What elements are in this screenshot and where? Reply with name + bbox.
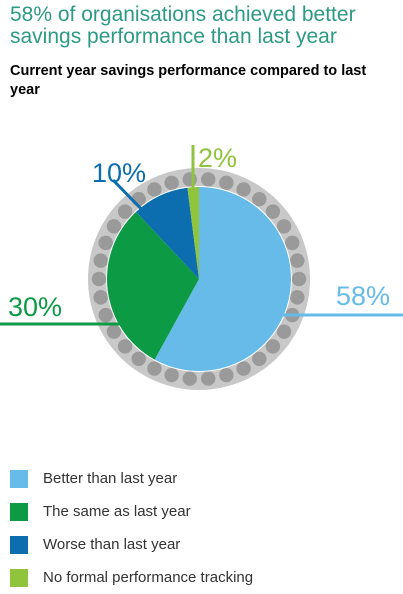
ring-dot [290,253,305,268]
ring-dot [106,219,122,234]
ring-dot [147,182,162,197]
chart-subtitle: Current year savings performance compare… [10,63,367,98]
ring-dot [147,361,162,376]
legend-swatch-better [10,469,28,488]
ring-dot [182,371,197,386]
ring-dot [265,339,281,354]
pie-slice-0 [154,187,291,371]
ring-dot [252,191,267,207]
ring-dot [164,175,179,191]
legend-label-same: The same as last year [43,503,191,520]
legend-swatch-no-tracking [10,568,28,587]
legend-item-no-tracking: No formal performance tracking [10,561,253,594]
ring-dot [164,367,179,383]
ring-dot [252,351,267,367]
ring-dot [276,324,292,339]
data-label-2: 10% [92,158,146,188]
ring-dot [285,235,300,251]
legend-label-better: Better than last year [43,470,178,487]
legend-swatch-worse [10,535,28,554]
pie-slice-2 [136,187,199,279]
ring-dot [117,204,133,219]
legend-label-worse: Worse than last year [43,536,181,553]
leader-line-2 [111,178,156,224]
ring-dot [93,253,108,268]
ring-dot [91,271,107,287]
ring-dot [219,175,234,191]
ring-dot [219,367,234,383]
data-label-0: 58% [336,281,390,311]
legend-label-no-tracking: No formal performance tracking [43,569,254,586]
ring-dot [291,271,307,287]
ring-dot [265,204,281,219]
ring-dot [131,351,146,367]
ring-dot [290,290,305,305]
ring-dot [276,219,292,234]
data-label-1: 30% [8,292,62,322]
ring-dot [236,182,251,197]
ring-dot [98,307,113,323]
page-title: 58% of organisations achieved better sav… [10,3,356,48]
pie-chart: 58% 30% 10% 2% [0,143,403,390]
pie-slice-3 [187,187,199,279]
ring-dot [182,172,197,187]
ring-dot [106,324,122,339]
ring-dot [236,361,251,376]
ring-dot [201,172,216,187]
legend-swatch-same [10,502,28,521]
legend-item-same: The same as last year [10,495,253,528]
ring-dot [98,235,113,251]
legend-item-worse: Worse than last year [10,528,253,561]
ring-dot [117,339,133,354]
data-label-3: 2% [198,143,237,173]
ring-dot [201,371,216,386]
legend-item-better: Better than last year [10,462,253,495]
ring-dot [93,290,108,305]
chart-legend: Better than last year The same as last y… [10,462,253,594]
